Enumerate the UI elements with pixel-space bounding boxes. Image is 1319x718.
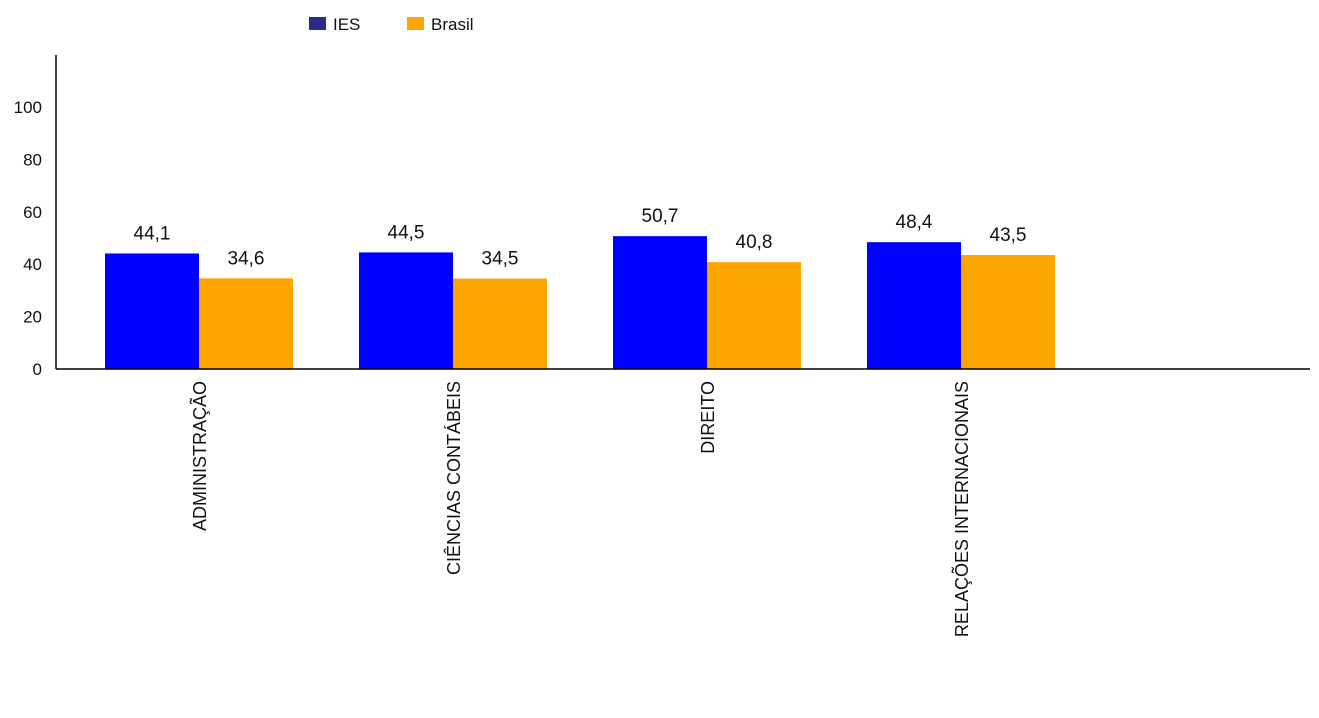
bar-ies xyxy=(105,253,199,369)
bar-brasil xyxy=(199,278,293,369)
legend-label-ies: IES xyxy=(333,15,360,34)
y-tick-label: 80 xyxy=(23,150,42,169)
category-label: RELAÇÕES INTERNACIONAIS xyxy=(951,381,972,637)
bar-ies xyxy=(613,236,707,369)
y-axis: 0 20 40 60 80 100 xyxy=(14,55,57,379)
bar-value-label: 44,1 xyxy=(134,223,171,244)
bar-value-label: 34,6 xyxy=(228,248,265,269)
y-tick-label: 100 xyxy=(14,98,42,117)
bar-ies xyxy=(359,252,453,369)
bar-value-label: 34,5 xyxy=(482,249,519,270)
y-tick-label: 40 xyxy=(23,255,42,274)
legend-swatch-ies xyxy=(309,17,326,30)
category-label: CIÊNCIAS CONTÁBEIS xyxy=(444,381,464,575)
x-axis: ADMINISTRAÇÃO CIÊNCIAS CONTÁBEIS DIREITO RE… xyxy=(56,368,1310,637)
bar-value-label: 44,5 xyxy=(388,222,425,243)
category-label: DIREITO xyxy=(698,381,718,454)
bar-brasil xyxy=(961,255,1055,369)
y-tick-label: 0 xyxy=(33,360,42,379)
bars: 44,1 34,6 44,5 34,5 50,7 40,8 48,4 43,5 xyxy=(105,206,1055,369)
bar-value-label: 40,8 xyxy=(736,232,773,253)
bar-ies xyxy=(867,242,961,369)
category-label: ADMINISTRAÇÃO xyxy=(189,381,210,531)
bar-brasil xyxy=(707,262,801,369)
bar-value-label: 50,7 xyxy=(642,206,679,227)
legend: IES Brasil xyxy=(309,15,474,34)
y-tick-label: 60 xyxy=(23,203,42,222)
legend-swatch-brasil xyxy=(407,17,424,30)
bar-value-label: 48,4 xyxy=(896,212,933,233)
legend-label-brasil: Brasil xyxy=(431,15,474,34)
bar-brasil xyxy=(453,278,547,369)
y-tick-label: 20 xyxy=(23,308,42,327)
bar-value-label: 43,5 xyxy=(990,225,1027,246)
